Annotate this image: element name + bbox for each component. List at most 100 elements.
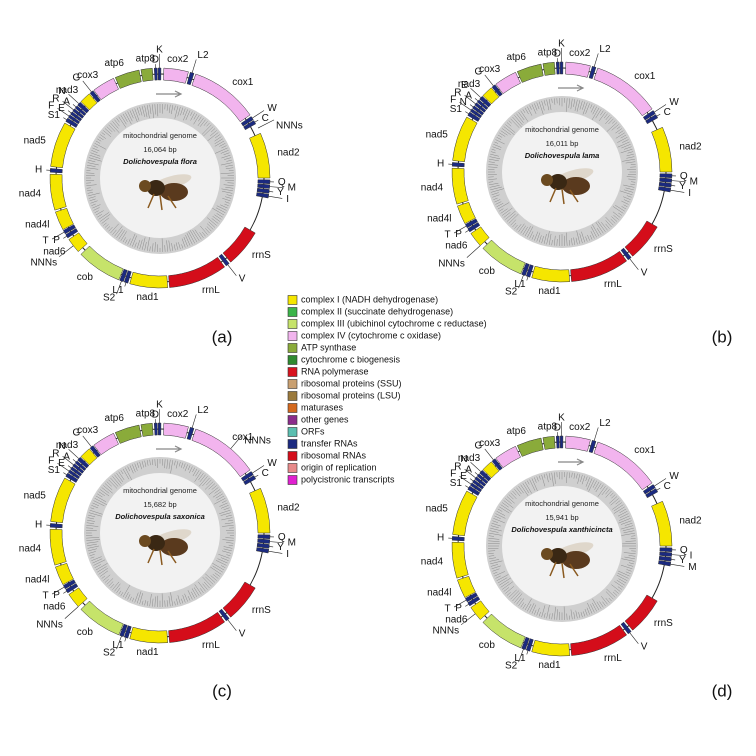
gene-label: nad2	[277, 503, 300, 514]
legend-swatch	[287, 307, 298, 317]
gc-hatch	[617, 141, 630, 148]
gc-hatch	[141, 106, 146, 117]
gc-hatch	[565, 98, 568, 112]
gene-label: S2	[505, 661, 518, 672]
gc-hatch	[570, 609, 573, 620]
gc-hatch	[548, 473, 551, 480]
leader-line	[116, 280, 122, 295]
gc-hatch	[568, 240, 570, 246]
gene-label: nad5	[24, 491, 47, 502]
gene-label: K	[558, 39, 565, 50]
legend-label: origin of replication	[301, 462, 377, 472]
gc-hatch	[592, 602, 597, 612]
gc-hatch	[146, 237, 150, 251]
gc-hatch	[625, 571, 631, 574]
gc-hatch	[576, 100, 581, 112]
gc-hatch	[222, 525, 234, 527]
gene-label: cox2	[167, 54, 189, 65]
legend-label: ribosomal proteins (SSU)	[301, 378, 402, 388]
inner-disk	[100, 473, 220, 593]
gc-hatch	[492, 146, 501, 150]
leader-line	[63, 472, 67, 475]
gc-hatch	[614, 581, 624, 588]
gc-hatch	[181, 598, 184, 604]
gc-hatch	[182, 595, 186, 603]
gene-arc	[65, 472, 79, 483]
gc-hatch	[541, 605, 546, 618]
gc-hatch	[586, 607, 590, 615]
gc-hatch	[613, 504, 624, 512]
gene-arc	[516, 437, 544, 457]
gc-hatch	[190, 112, 195, 121]
gene-label: cox1	[232, 77, 254, 88]
gc-hatch	[132, 235, 137, 247]
gene-arc	[467, 596, 481, 607]
gene-label: Y	[679, 555, 686, 566]
gc-hatch	[503, 587, 510, 592]
gc-hatch	[91, 505, 99, 509]
gene-label: nad6	[43, 602, 66, 613]
leader-line	[526, 276, 529, 281]
gc-hatch	[587, 234, 590, 241]
gc-hatch	[522, 226, 528, 235]
leader-line	[63, 117, 67, 120]
gc-hatch	[534, 103, 538, 111]
gc-hatch	[217, 558, 228, 564]
gc-hatch	[214, 134, 221, 139]
gc-hatch	[494, 199, 501, 203]
gc-hatch	[180, 107, 184, 116]
gc-hatch	[183, 109, 188, 121]
gc-hatch	[197, 117, 204, 127]
leader-line	[62, 455, 74, 466]
gc-hatch	[174, 105, 176, 111]
gc-hatch	[582, 101, 586, 110]
gc-hatch	[154, 104, 156, 115]
gc-hatch	[612, 120, 616, 124]
gc-hatch	[154, 596, 156, 607]
wasp-legs	[147, 193, 177, 211]
gc-hatch	[192, 467, 195, 473]
gc-hatch	[125, 112, 132, 125]
gc-hatch	[488, 164, 499, 166]
gc-hatch	[94, 564, 101, 568]
inner-disk	[502, 112, 622, 232]
gc-hatch	[187, 596, 191, 601]
gc-hatch	[176, 598, 179, 605]
gc-hatch	[222, 539, 234, 541]
gc-hatch	[199, 476, 208, 487]
gc-hatch	[189, 466, 193, 474]
gc-hatch	[222, 190, 233, 194]
gc-hatch	[88, 192, 100, 197]
gene-arc	[114, 424, 142, 444]
gc-hatch	[212, 491, 222, 498]
gene-label: S1	[48, 110, 61, 121]
gc-hatch	[611, 216, 618, 222]
panel-tag: (c)	[212, 681, 232, 700]
gc-hatch	[512, 592, 521, 602]
gc-hatch	[605, 597, 610, 603]
gc-hatch	[89, 198, 96, 202]
gc-hatch	[94, 143, 107, 150]
gene-label: F	[48, 101, 54, 112]
gc-hatch	[199, 119, 206, 127]
gc-hatch	[103, 485, 113, 494]
gc-hatch	[127, 111, 133, 122]
gc-hatch	[595, 222, 604, 234]
gc-hatch	[543, 233, 547, 244]
genome-map: atp8DKcox2L2cox1WCnad2QIYMrrnSVrrnLnad1L…	[421, 413, 733, 701]
gene-arc	[525, 638, 534, 652]
gene-label: G	[73, 427, 81, 438]
gene-arc	[467, 222, 481, 233]
gene-label: E	[461, 80, 468, 91]
gc-hatch	[611, 584, 621, 592]
gene-arc	[243, 120, 257, 131]
gene-arc	[451, 541, 469, 579]
gc-hatch	[622, 527, 634, 532]
gc-hatch	[194, 229, 202, 240]
gene-label: atp8	[538, 48, 558, 59]
gc-hatch	[152, 598, 154, 607]
gc-hatch	[97, 214, 103, 218]
gc-hatch	[86, 522, 95, 524]
gc-hatch	[207, 223, 214, 230]
gc-hatch	[215, 207, 226, 213]
